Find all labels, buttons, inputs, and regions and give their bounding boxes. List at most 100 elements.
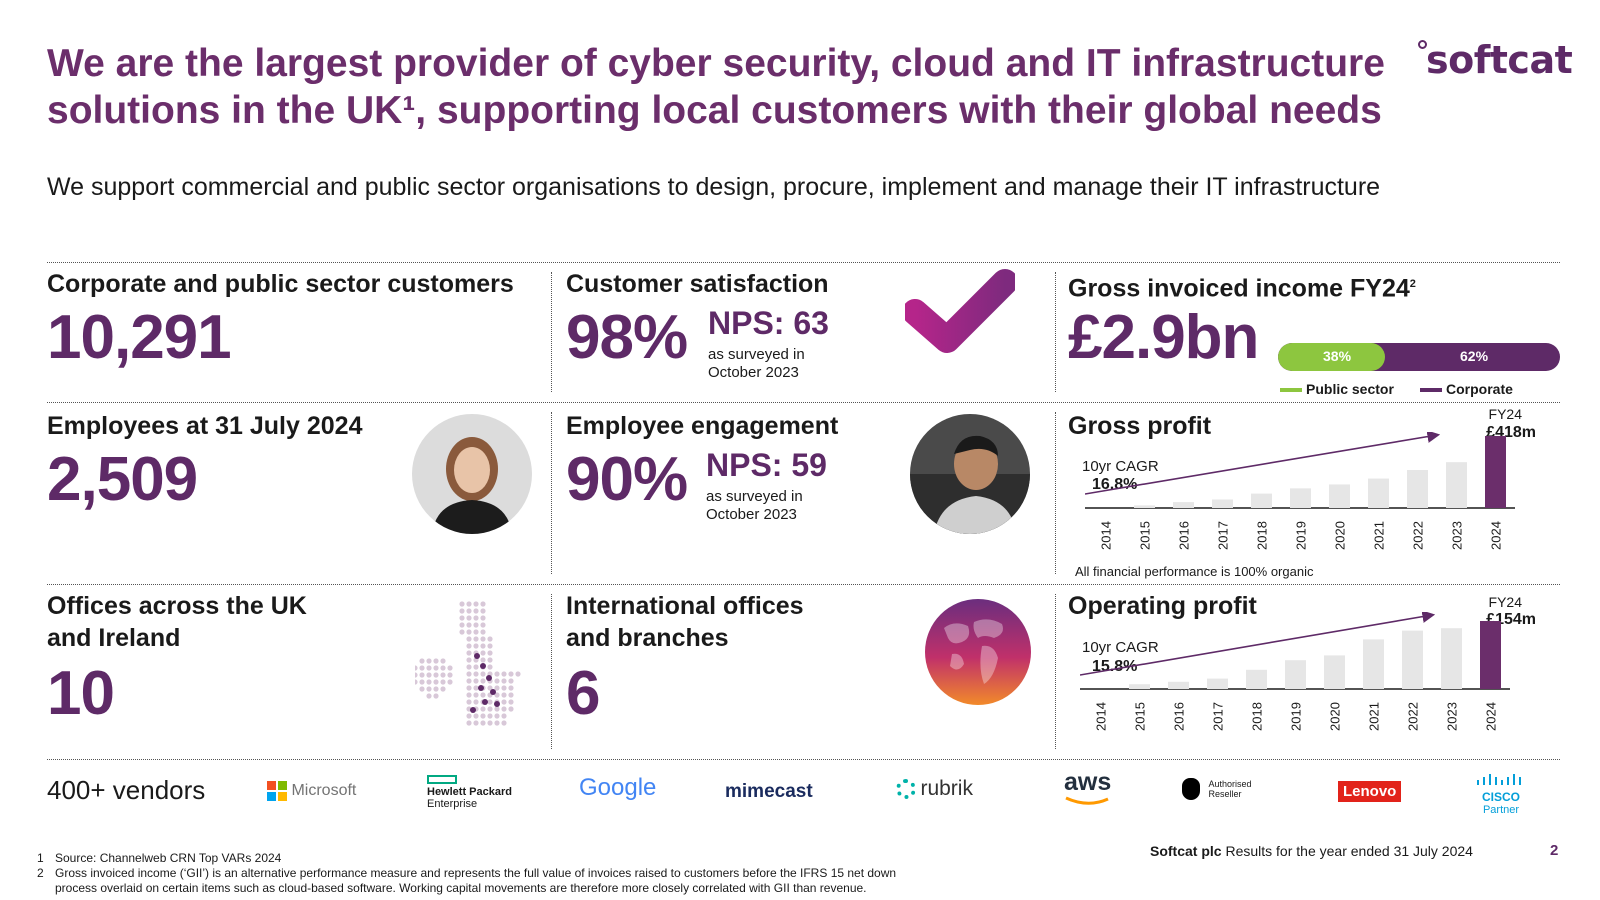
- chart-bar-2015: [1134, 505, 1155, 508]
- footnote-text: process overlaid on certain items such a…: [55, 881, 867, 895]
- footnote-text: Gross invoiced income (‘GII’) is an alte…: [55, 866, 897, 880]
- gii-value: £2.9bn: [1068, 303, 1259, 372]
- engagement-value: 90%: [566, 445, 688, 514]
- softcat-logo: softcat: [1418, 38, 1573, 82]
- hpe-rect-icon: [427, 775, 457, 784]
- chart-bar-2020: [1324, 655, 1345, 689]
- employees-value: 2,509: [47, 445, 198, 514]
- col-divider: [551, 412, 552, 574]
- organic-note: All financial performance is 100% organi…: [1075, 564, 1314, 579]
- chart-bar-2016: [1168, 681, 1189, 689]
- vendors-label: 400+ vendors: [47, 775, 206, 805]
- gii-public-pct: 38%: [1323, 348, 1352, 364]
- gii-public-segment: [1278, 343, 1386, 371]
- legend-corporate-label: Corporate: [1446, 381, 1513, 397]
- col-divider: [551, 272, 552, 392]
- legend-public-swatch: [1280, 388, 1302, 393]
- uk-map-icon: [415, 601, 521, 726]
- customers-label: Corporate and public sector customers: [47, 270, 514, 298]
- aws-smile-icon: [1065, 796, 1109, 805]
- x-tick-label-2020: 2020: [1328, 702, 1343, 731]
- x-tick-label-2021: 2021: [1372, 521, 1387, 550]
- logo-dot-icon: [1418, 40, 1427, 49]
- gp-cagr-label: 10yr CAGR: [1082, 458, 1159, 475]
- satisfaction-nps: NPS: 63: [708, 305, 829, 341]
- gii-label: Gross invoiced income FY242: [1068, 268, 1416, 304]
- checkmark-icon: [905, 269, 1015, 353]
- legend-corporate-swatch: [1420, 388, 1442, 393]
- legend-public-label: Public sector: [1306, 381, 1394, 397]
- chart-bar-2021: [1363, 639, 1384, 689]
- x-tick-label-2018: 2018: [1250, 702, 1265, 731]
- satisfaction-label: Customer satisfaction: [566, 270, 829, 298]
- logo-text: softcat: [1426, 38, 1573, 82]
- col-divider: [1055, 412, 1056, 574]
- intl-value: 6: [566, 659, 600, 728]
- cagr-trend-arrow: [1085, 432, 1441, 495]
- chart-bar-2020: [1329, 484, 1350, 508]
- chart-bar-2017: [1207, 678, 1228, 689]
- intl-label: International offices and branches: [566, 590, 804, 654]
- divider-row-1: [47, 402, 1560, 403]
- microsoft-squares-icon: [267, 781, 287, 801]
- x-tick-label-2019: 2019: [1289, 702, 1304, 731]
- footer-text: Softcat plc Results for the year ended 3…: [1150, 843, 1473, 859]
- legend-public: Public sector: [1280, 381, 1394, 397]
- person-icon: [910, 414, 1030, 534]
- gross-profit-label: Gross profit: [1068, 412, 1212, 440]
- chart-bar-2023: [1441, 628, 1462, 689]
- apple-text-2: Reseller: [1208, 789, 1242, 799]
- engagement-label: Employee engagement: [566, 412, 839, 440]
- rubrik-logo: rubrik: [896, 777, 973, 801]
- x-tick-label-2016: 2016: [1177, 521, 1192, 550]
- x-tick-label-2022: 2022: [1411, 521, 1426, 550]
- x-tick-label-2024: 2024: [1489, 521, 1504, 550]
- footnote-2-cont: process overlaid on certain items such a…: [37, 881, 867, 896]
- chart-bar-2018: [1251, 493, 1272, 508]
- op-fy-label: FY24: [1488, 594, 1522, 610]
- x-tick-label-2018: 2018: [1255, 521, 1270, 550]
- satisfaction-note-1: as surveyed in: [708, 346, 805, 363]
- person-icon: [412, 414, 532, 534]
- col-divider: [551, 594, 552, 749]
- x-tick-label-2023: 2023: [1450, 521, 1465, 550]
- employees-label: Employees at 31 July 2024: [47, 412, 363, 440]
- globe-icon: [925, 599, 1031, 705]
- footnote-2: 2 Gross invoiced income (‘GII’) is an alt…: [37, 866, 896, 881]
- intl-label-2: and branches: [566, 624, 729, 652]
- gp-cagr-value: 16.8%: [1092, 476, 1138, 493]
- x-tick-label-2019: 2019: [1294, 521, 1309, 550]
- legend-corporate: Corporate: [1420, 381, 1513, 397]
- cisco-partner-text: Partner: [1482, 804, 1520, 816]
- divider-top: [47, 262, 1560, 263]
- offices-value: 10: [47, 659, 115, 728]
- employee-photo-man: [910, 414, 1030, 534]
- hpe-text-1: Hewlett Packard: [427, 786, 512, 798]
- google-logo: Google: [579, 774, 657, 801]
- x-tick-label-2014: 2014: [1094, 702, 1109, 731]
- x-tick-label-2015: 2015: [1138, 521, 1153, 550]
- footnote-number: 1: [37, 851, 44, 865]
- chart-bar-2021: [1368, 478, 1389, 508]
- divider-bottom: [47, 759, 1560, 760]
- offices-label: Offices across the UK and Ireland: [47, 590, 307, 654]
- x-tick-label-2021: 2021: [1367, 702, 1382, 731]
- gross-profit-chart: 2014 2015 2016 2017 2018 2019 2020 2021 2022 2023…: [1085, 432, 1515, 550]
- chart-bar-2022: [1402, 630, 1423, 689]
- chart-bar-2018: [1246, 669, 1267, 689]
- footer-results: Results for the year ended 31 July 2024: [1221, 843, 1473, 859]
- divider-row-2: [47, 584, 1560, 585]
- gii-label-text: Gross invoiced income FY24: [1068, 274, 1410, 303]
- op-cagr-label: 10yr CAGR: [1082, 639, 1159, 656]
- apple-text-1: Authorised: [1208, 779, 1252, 789]
- x-tick-label-2017: 2017: [1216, 521, 1231, 550]
- apple-icon: [1182, 778, 1200, 800]
- x-tick-label-2017: 2017: [1211, 702, 1226, 731]
- hpe-text-2: Enterprise: [427, 798, 478, 810]
- offices-label-2: and Ireland: [47, 624, 181, 652]
- engagement-nps: NPS: 59: [706, 447, 827, 483]
- aws-logo: aws: [1064, 770, 1112, 811]
- chart-bar-2024: [1480, 621, 1501, 689]
- footnote-1: 1 Source: Channelweb CRN Top VARs 2024: [37, 851, 281, 866]
- x-tick-label-2022: 2022: [1406, 702, 1421, 731]
